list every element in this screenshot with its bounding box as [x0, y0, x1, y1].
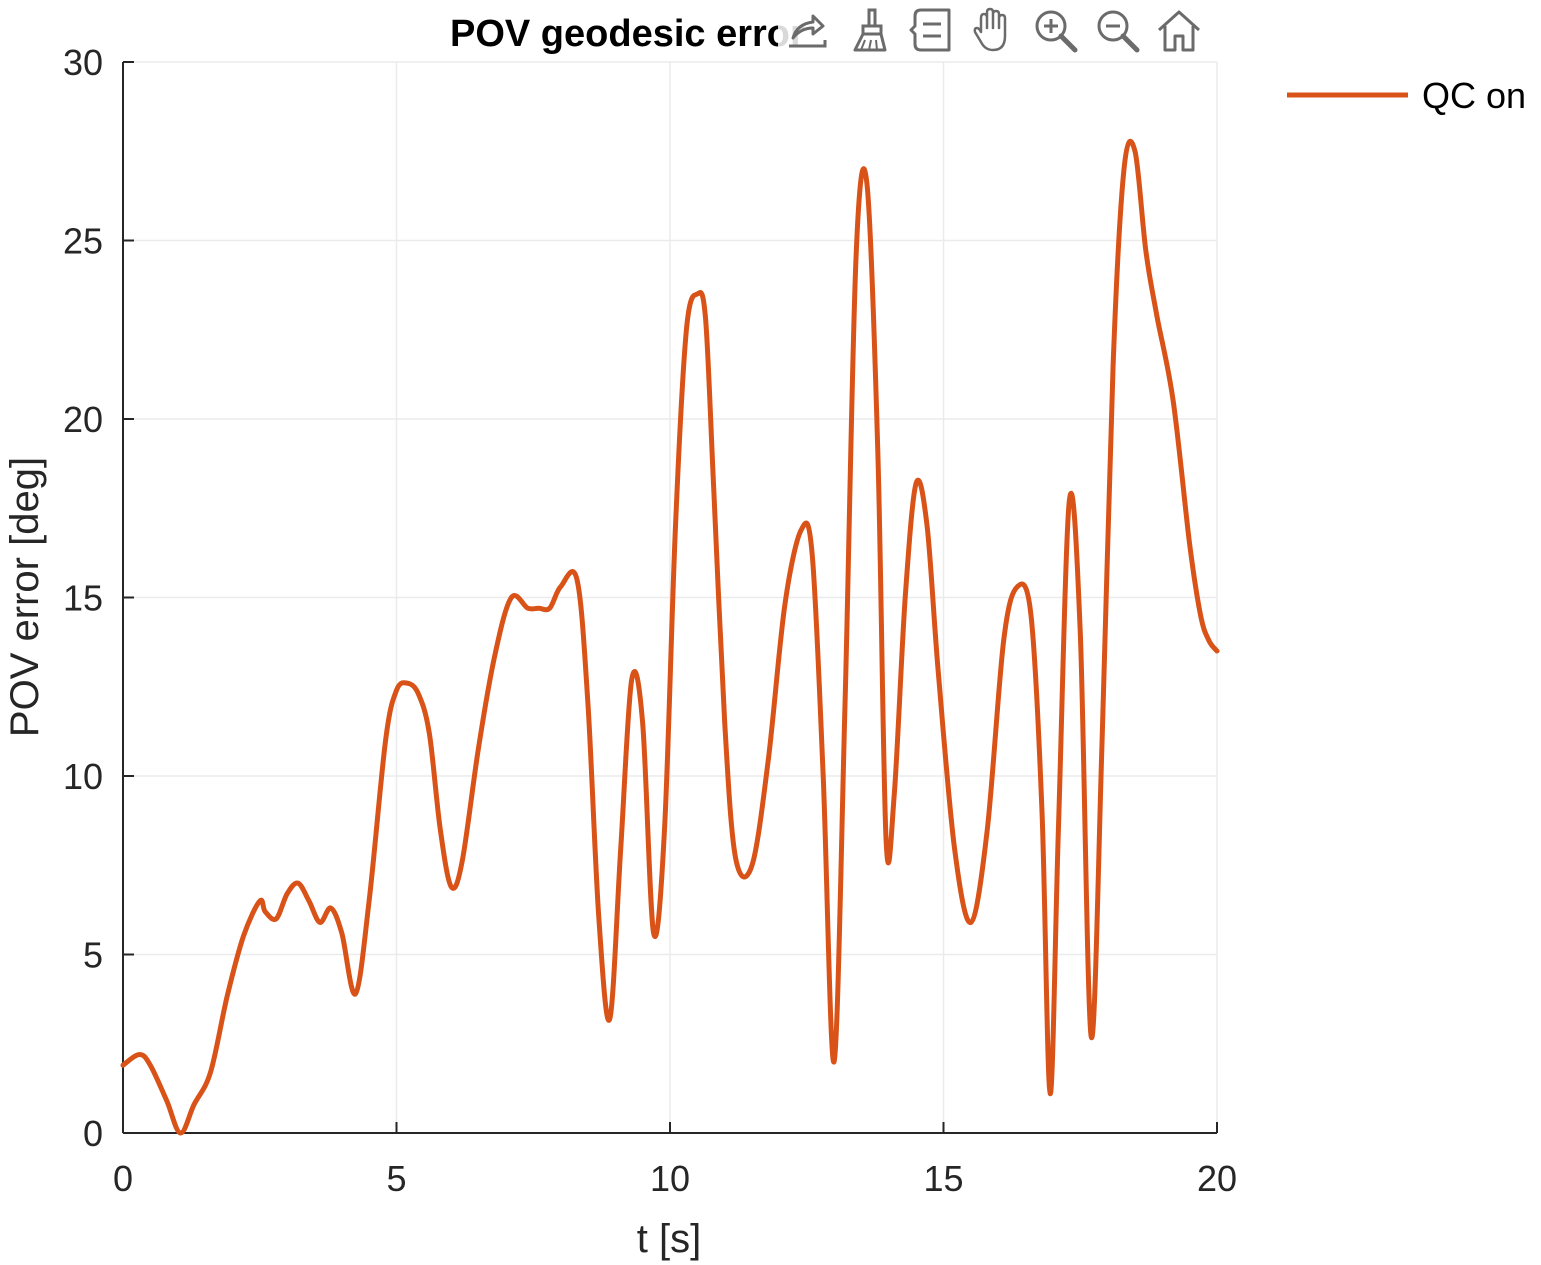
y-tick-label: 20: [63, 399, 103, 440]
x-axis-label: t [s]: [637, 1217, 701, 1261]
series-layer: [120, 138, 1220, 1136]
home-button[interactable]: [1150, 2, 1208, 58]
pan-button[interactable]: [964, 2, 1022, 58]
y-tick-label: 25: [63, 221, 103, 262]
brush-icon: [853, 8, 887, 52]
y-tick-label: 30: [63, 42, 103, 83]
export-icon: [789, 14, 827, 48]
zoom-out-icon: [1097, 10, 1140, 53]
legend-label-qc-on: QC on: [1422, 75, 1526, 116]
y-tick-label: 5: [83, 935, 103, 976]
series-line-qc-on[interactable]: [120, 138, 1220, 1136]
x-tick-label: 5: [386, 1158, 406, 1199]
datatip-button[interactable]: [902, 2, 960, 58]
y-tick-label: 10: [63, 756, 103, 797]
zoom-in-icon: [1035, 10, 1078, 53]
brush-button[interactable]: [840, 2, 898, 58]
datatip-icon: [909, 8, 951, 52]
home-icon: [1157, 10, 1201, 52]
x-tick-label: 20: [1197, 1158, 1237, 1199]
zoom-out-button[interactable]: [1088, 2, 1146, 58]
y-axis-label: POV error [deg]: [3, 457, 47, 737]
zoom-in-button[interactable]: [1026, 2, 1084, 58]
ticks: 0 5 10 15 20 0 5 10 15 20 25 30: [63, 42, 1237, 1199]
export-button[interactable]: [778, 2, 836, 58]
axes-toolbar: [778, 2, 1208, 58]
x-tick-label: 15: [923, 1158, 963, 1199]
x-tick-label: 10: [650, 1158, 690, 1199]
chart-title: POV geodesic error: [450, 13, 805, 55]
legend[interactable]: QC on: [1287, 75, 1526, 116]
y-tick-label: 15: [63, 578, 103, 619]
pan-icon: [973, 7, 1007, 52]
y-tick-label: 0: [83, 1113, 103, 1154]
x-tick-label: 0: [113, 1158, 133, 1199]
